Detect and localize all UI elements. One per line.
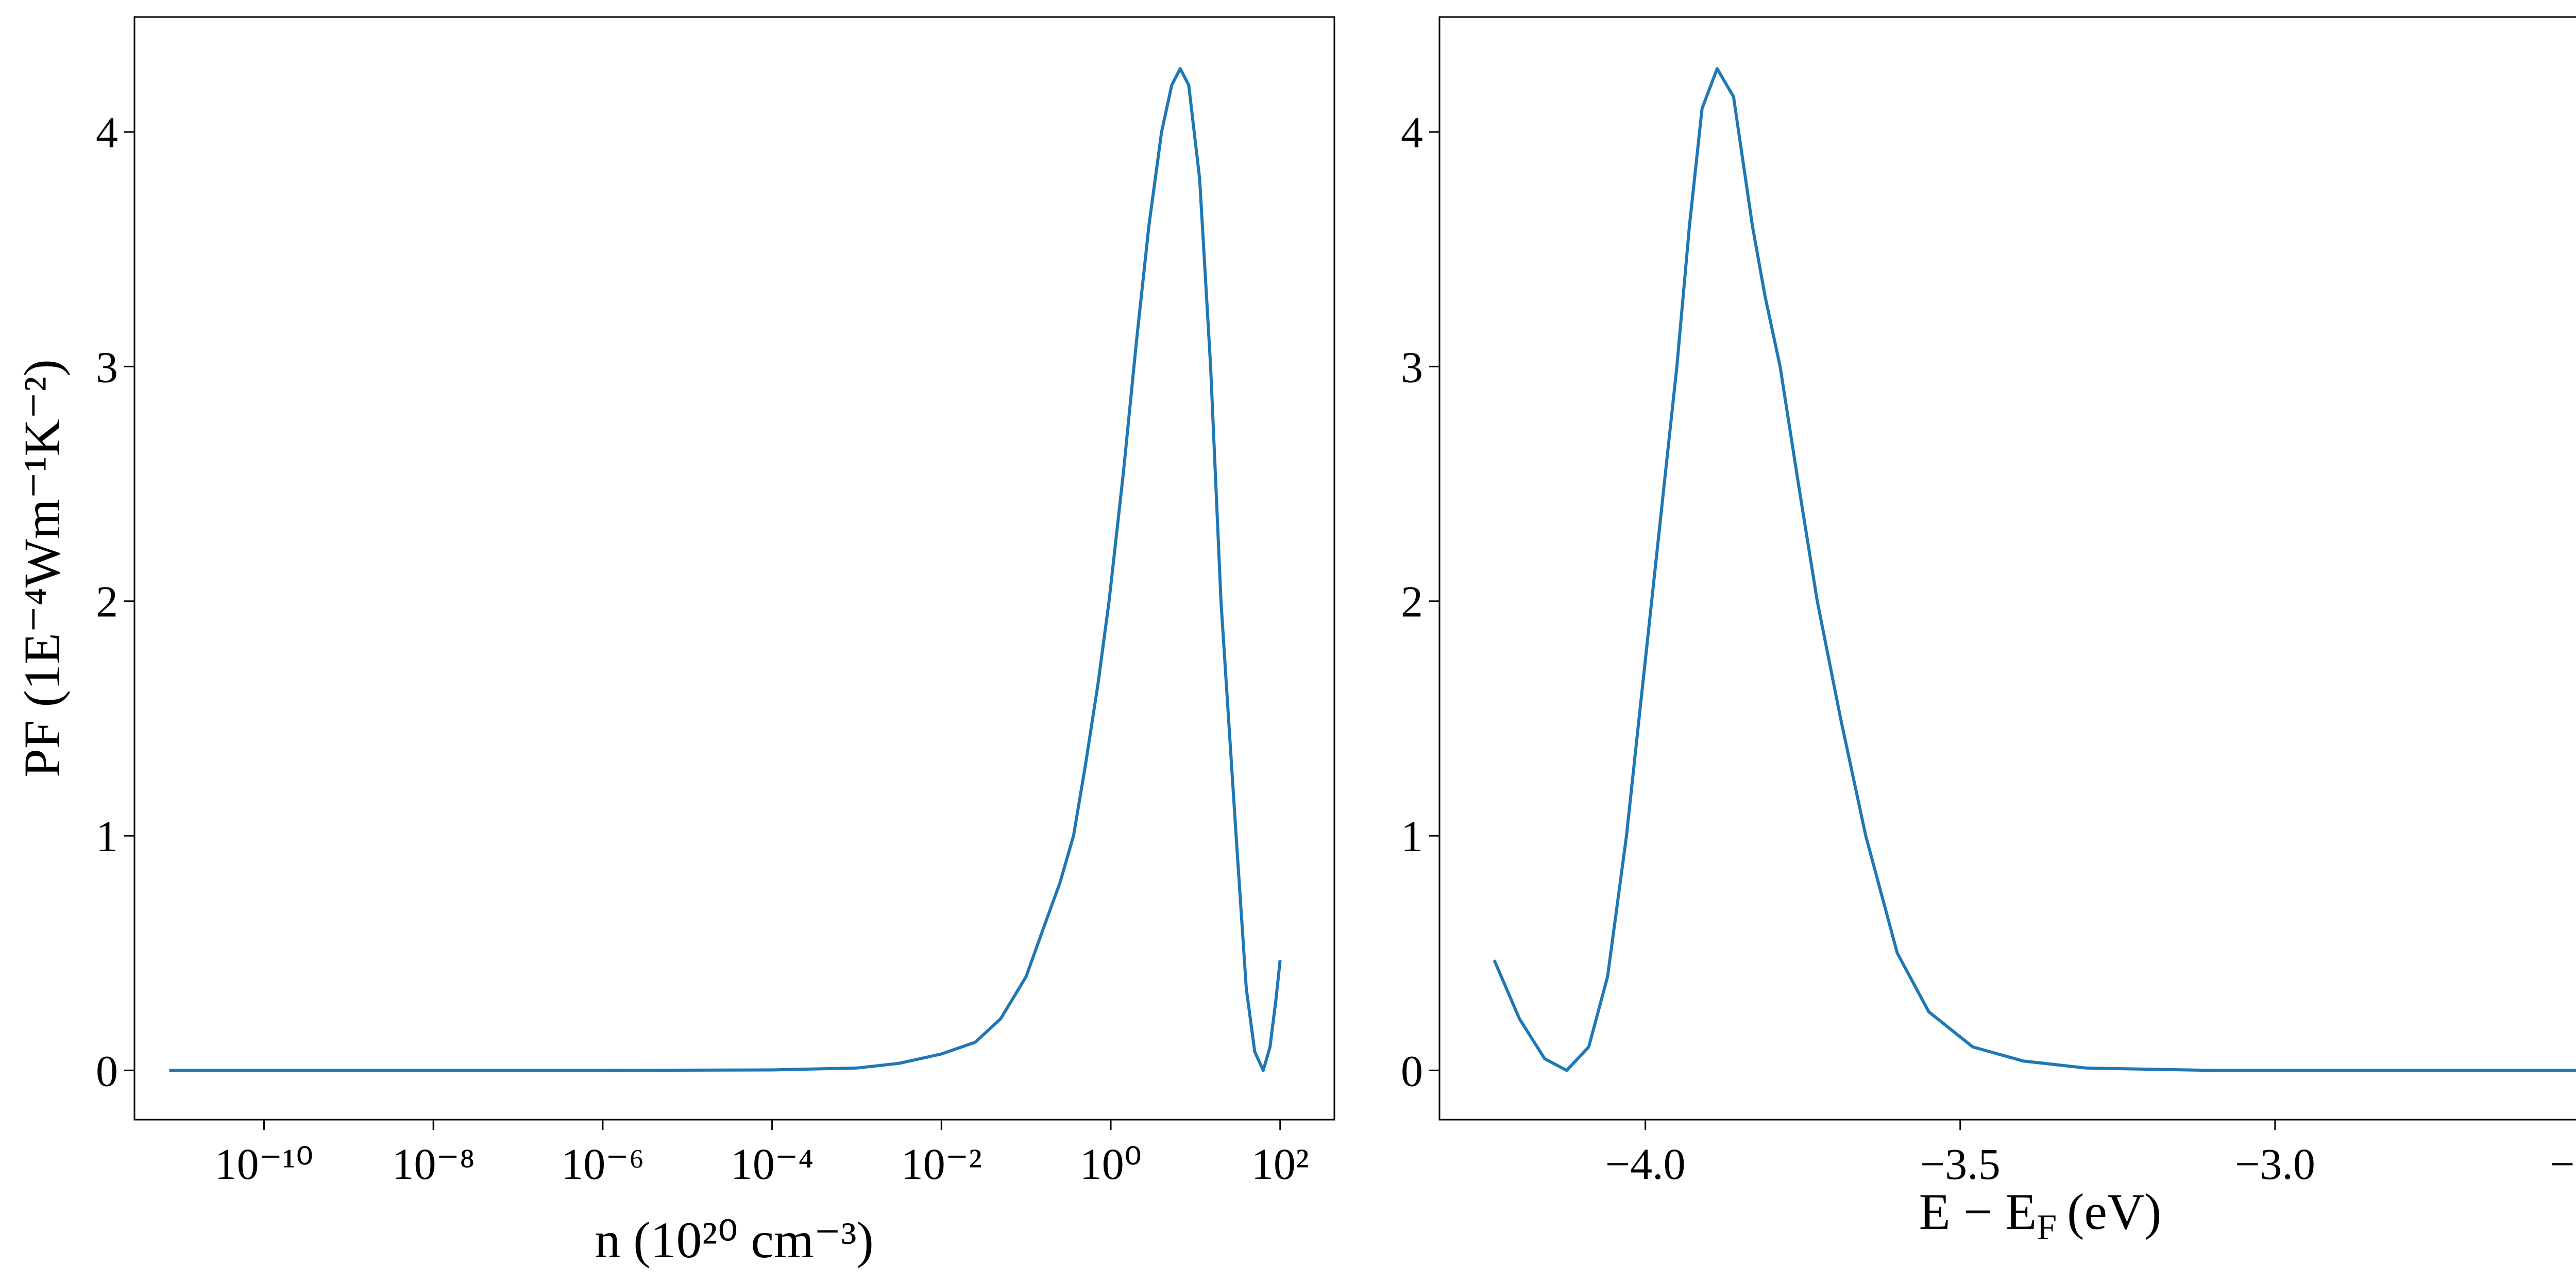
- y-tick-label: 2: [96, 577, 118, 627]
- x-tick-label: 10⁻⁶: [561, 1139, 644, 1189]
- x-tick-label: 10⁰: [1080, 1139, 1142, 1189]
- y-tick-label: 3: [1401, 342, 1423, 392]
- y-tick-label: 0: [1401, 1046, 1423, 1095]
- x-tick-label: 10⁻¹⁰: [215, 1139, 314, 1189]
- data-line: [1493, 67, 2576, 1072]
- y-axis-label: PF (1E⁻⁴Wm⁻¹K⁻²): [13, 359, 71, 777]
- y-tick-label: 0: [96, 1046, 118, 1095]
- x-tick-label: 10⁻⁴: [731, 1139, 814, 1189]
- axes-frame: [133, 16, 1335, 1121]
- y-tick-label: 4: [1401, 108, 1423, 157]
- x-tick-label: −4.0: [1605, 1139, 1686, 1189]
- x-axis-label: n (10²⁰ cm⁻³): [595, 1211, 874, 1269]
- y-tick-label: 1: [96, 812, 118, 861]
- x-axis-label: E − EF (eV): [1919, 1183, 2162, 1247]
- x-tick-label: −3.5: [1920, 1139, 2001, 1189]
- x-tick-label: −2.5: [2550, 1139, 2576, 1189]
- x-axis-label-unit: (eV): [2067, 1183, 2161, 1240]
- x-tick-label: −3.0: [2235, 1139, 2315, 1189]
- x-tick-label: 10²: [1251, 1139, 1309, 1189]
- x-axis-label-main: E − E: [1919, 1183, 2037, 1240]
- y-tick-label: 2: [1401, 577, 1423, 627]
- x-axis-label-sub: F: [2037, 1208, 2057, 1247]
- axes-frame: [1438, 16, 2576, 1121]
- x-tick-label: 10⁻⁸: [392, 1139, 475, 1189]
- y-tick-label: 1: [1401, 812, 1423, 861]
- x-tick-label: 10⁻²: [901, 1139, 982, 1189]
- data-line: [169, 67, 1282, 1072]
- y-tick-label: 4: [96, 108, 118, 157]
- y-tick-label: 3: [96, 342, 118, 392]
